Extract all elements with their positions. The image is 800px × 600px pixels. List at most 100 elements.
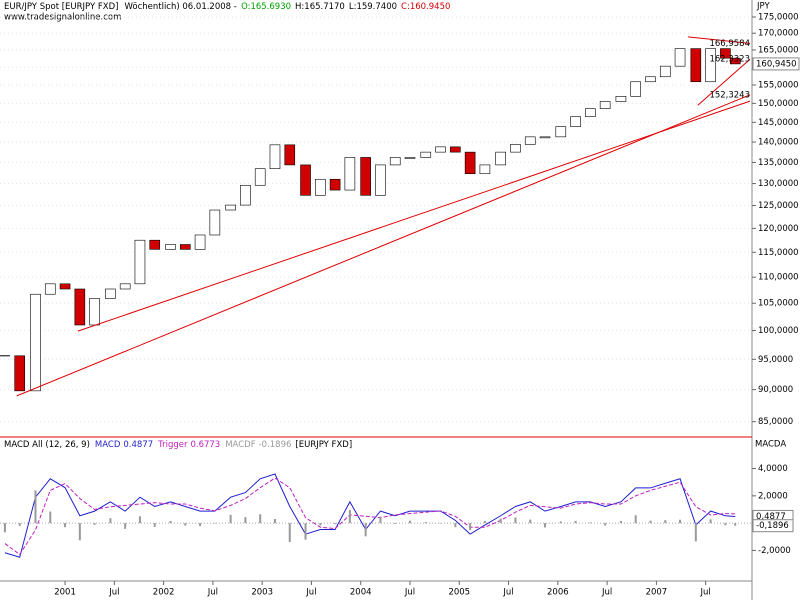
histogram-bar	[244, 517, 247, 524]
title: EUR/JPY Spot [EURJPY FXD]	[4, 2, 118, 12]
candle	[105, 288, 116, 299]
trendline	[77, 100, 751, 332]
source: [EURJPY FXD]	[295, 440, 352, 450]
last-value-box	[752, 57, 800, 71]
line	[4, 473, 736, 558]
y-tick-label: 170,0000	[758, 29, 799, 39]
source: www.tradesignalonline.com	[4, 13, 121, 23]
candle	[209, 209, 221, 236]
histogram-bar	[319, 523, 322, 526]
y-tick-label: 155,0000	[758, 81, 799, 91]
histogram-bar	[138, 516, 141, 524]
histogram-bar	[379, 516, 382, 524]
histogram-bar	[229, 514, 232, 524]
candle	[674, 48, 686, 67]
histogram-bar	[619, 520, 622, 524]
candle	[495, 151, 506, 166]
candle	[225, 204, 236, 211]
legend-value: -0.1896	[259, 440, 292, 450]
y-tick-label: 150,0000	[758, 99, 799, 109]
histogram-bar	[514, 517, 517, 524]
candle	[179, 244, 191, 250]
histogram-bar	[574, 520, 577, 524]
histogram-bar	[18, 523, 21, 526]
last-value-box	[752, 519, 794, 533]
histogram-bar	[78, 523, 81, 541]
candle	[119, 283, 131, 290]
candle	[89, 298, 100, 326]
y-tick-label: 140,0000	[758, 138, 799, 148]
last-value-label: 0,4877	[756, 512, 786, 522]
histogram-bar	[49, 511, 52, 524]
histogram-bar	[499, 518, 502, 524]
y-tick-label: 130,0000	[758, 179, 799, 189]
ohlc-value: L:159.7400	[349, 2, 397, 12]
histogram-bar	[334, 523, 337, 525]
candle	[59, 283, 71, 290]
x-tick-label: 2001	[54, 588, 76, 598]
y-tick-label: 85,0000	[758, 417, 793, 427]
legend: MACD 0.4877 Trigger 0.6773 MACDF -0.1896	[95, 440, 292, 450]
candle	[539, 136, 551, 139]
candle	[44, 283, 56, 295]
x-tick-label: 2007	[646, 588, 668, 598]
histogram-bar	[454, 523, 457, 528]
candle	[524, 136, 536, 145]
candle	[74, 288, 86, 326]
histogram-bar	[409, 520, 412, 524]
ohlc-value: O:165.6930	[241, 2, 291, 12]
histogram-bar	[483, 520, 486, 524]
histogram-bar	[394, 523, 397, 524]
x-tick-label: Jul	[108, 588, 119, 598]
x-tick-label: Jul	[601, 588, 612, 598]
candle	[30, 293, 41, 392]
subtitle: Wöchentlich) 06.01.2008 -	[124, 2, 237, 12]
histogram-bar	[709, 519, 712, 524]
candle	[254, 168, 266, 186]
x-tick-label: Jul	[305, 588, 316, 598]
candle	[464, 151, 476, 175]
histogram-bar	[604, 523, 607, 526]
histogram-bar	[109, 518, 112, 524]
candle	[165, 244, 176, 250]
histogram-bar	[3, 523, 6, 533]
legend-name: MACDF	[225, 440, 255, 450]
histogram-bar	[184, 523, 187, 526]
y-tick-label: 125,0000	[758, 201, 799, 211]
histogram-bar	[304, 523, 307, 540]
candle	[585, 108, 596, 117]
histogram-bar	[529, 519, 532, 524]
candle	[435, 146, 446, 153]
y-tick-label: -2,0000	[758, 546, 791, 556]
histogram-bar	[424, 522, 427, 524]
candle	[729, 57, 741, 65]
candle	[389, 157, 401, 166]
y-tick-label: 175,0000	[758, 13, 799, 23]
histogram-bar	[664, 520, 667, 524]
y-tick-label: 90,0000	[758, 385, 793, 395]
level-label: 152,3243	[709, 90, 750, 100]
histogram-bar	[439, 523, 442, 524]
candle	[149, 239, 161, 250]
histogram-bar	[34, 490, 37, 524]
x-tick-label: 2002	[153, 588, 175, 598]
candle	[329, 178, 341, 191]
level-label: 162,3323	[709, 55, 750, 65]
line	[4, 477, 736, 556]
histogram-bar	[93, 523, 96, 525]
candle	[630, 81, 642, 97]
candle	[599, 101, 611, 109]
x-tick-label: Jul	[207, 588, 218, 598]
histogram-bar	[679, 519, 682, 524]
trendline	[687, 36, 751, 44]
ohlc-value: C:160.9450	[401, 2, 450, 12]
x-tick-label: Jul	[700, 588, 711, 598]
y-tick-label: 2,0000	[758, 491, 788, 501]
y-tick-label: 105,0000	[758, 299, 799, 309]
axis-label: JPY	[756, 2, 770, 12]
candle	[705, 48, 716, 83]
macd-header: MACD All (12, 26, 9) MACD 0.4877 Trigger 0.6…	[4, 440, 352, 450]
candle	[690, 48, 702, 83]
legend-value: 0.6773	[190, 440, 220, 450]
